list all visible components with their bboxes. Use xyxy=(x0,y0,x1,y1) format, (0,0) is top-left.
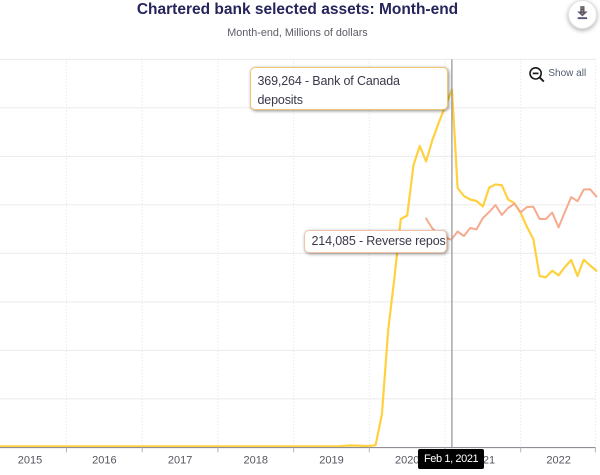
svg-text:2019: 2019 xyxy=(319,455,343,467)
svg-text:2018: 2018 xyxy=(244,455,268,467)
svg-text:2016: 2016 xyxy=(92,455,116,467)
svg-text:2022: 2022 xyxy=(546,455,570,467)
svg-text:2017: 2017 xyxy=(168,455,192,467)
svg-text:2015: 2015 xyxy=(18,455,42,467)
svg-text:2020: 2020 xyxy=(395,455,419,467)
